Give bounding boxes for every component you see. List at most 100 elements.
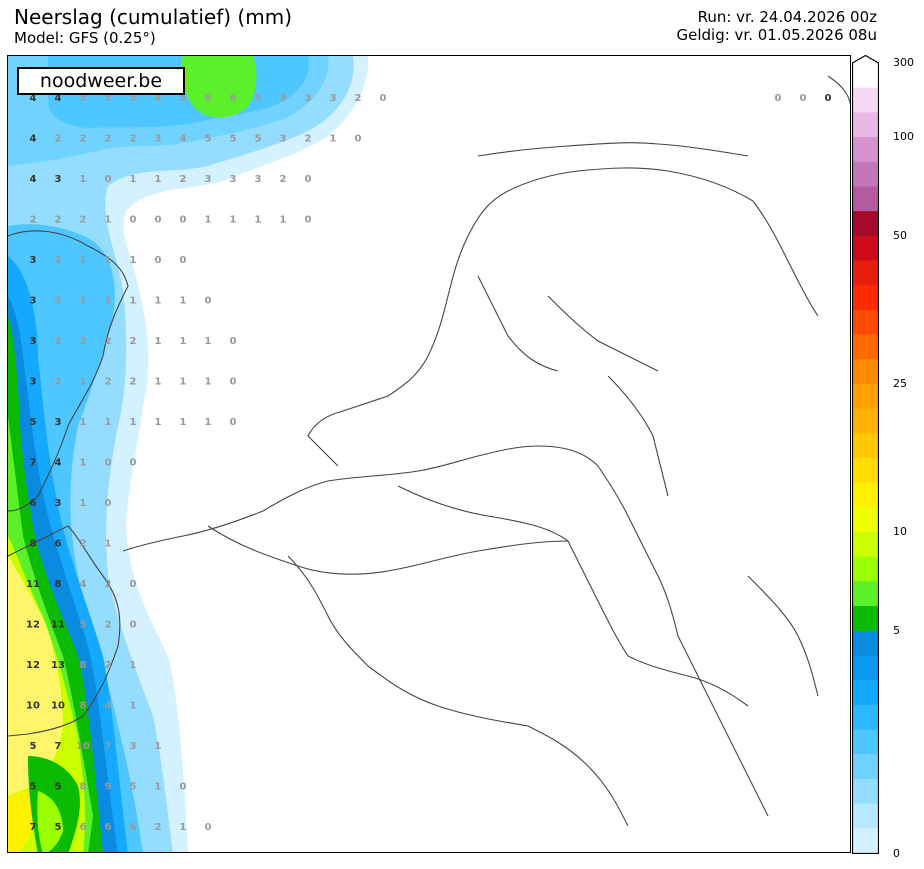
precip-value-label: 5	[205, 134, 212, 145]
colorbar-segment	[852, 581, 879, 607]
precip-value-label: 10	[26, 701, 40, 712]
precip-value-label: 3	[305, 93, 312, 104]
precip-value-label: 5	[80, 93, 87, 104]
precip-value-label: 11	[51, 620, 65, 631]
precipitation-field	[8, 56, 369, 852]
precip-value-label: 2	[130, 377, 137, 388]
precip-value-label: 0	[305, 215, 312, 226]
precip-value-label: 2	[105, 134, 112, 145]
precip-value-label: 7	[30, 458, 37, 469]
colorbar-segment	[852, 334, 879, 360]
precip-value-label: 6	[105, 822, 112, 833]
precip-value-label: 1	[180, 336, 187, 347]
precip-value-label: 1	[155, 174, 162, 185]
colorbar-segment	[852, 532, 879, 558]
precip-value-label: 1	[180, 417, 187, 428]
precip-value-label: 2	[305, 134, 312, 145]
precip-value-label: 1	[130, 296, 137, 307]
colorbar-segment	[852, 828, 879, 854]
colorbar-segment	[852, 556, 879, 582]
colorbar-label-0: 0	[893, 847, 900, 860]
colorbar-segment	[852, 803, 879, 829]
precip-value-label: 10	[51, 701, 65, 712]
precip-value-label: 0	[130, 620, 137, 631]
precip-value-label: 5	[30, 782, 37, 793]
valid-time: Geldig: vr. 01.05.2026 08u	[676, 26, 877, 44]
precip-value-label: 1	[205, 336, 212, 347]
precip-value-label: 6	[130, 822, 137, 833]
precip-value-label: 1	[180, 296, 187, 307]
precip-value-label: 2	[280, 174, 287, 185]
precip-value-label: 4	[155, 93, 162, 104]
colorbar-segment	[852, 507, 879, 533]
precip-value-label: 8	[80, 701, 87, 712]
precip-value-label: 2	[180, 174, 187, 185]
chart-title: Neerslag (cumulatief) (mm)	[14, 5, 292, 29]
precip-value-label: 1	[205, 377, 212, 388]
precip-value-label: 11	[26, 579, 40, 590]
precip-value-label: 4	[55, 93, 62, 104]
precip-value-label: 2	[55, 134, 62, 145]
precip-value-label: 3	[130, 741, 137, 752]
precip-value-label: 2	[130, 134, 137, 145]
precip-value-label: 1	[330, 134, 337, 145]
colorbar-label-100: 100	[893, 130, 914, 143]
precip-value-label: 1	[105, 417, 112, 428]
colorbar-segment	[852, 408, 879, 434]
precip-value-label: 12	[26, 620, 40, 631]
colorbar-segment	[852, 606, 879, 632]
precip-value-label: 0	[355, 134, 362, 145]
precip-value-label: 1	[130, 255, 137, 266]
precip-value-label: 1	[205, 417, 212, 428]
precip-value-label: 3	[30, 377, 37, 388]
precip-value-label: 3	[30, 336, 37, 347]
colorbar-segment	[852, 482, 879, 508]
precip-value-label: 7	[30, 822, 37, 833]
precip-value-label: 2	[155, 822, 162, 833]
colorbar-segment	[852, 458, 879, 484]
precip-value-label: 6	[30, 498, 37, 509]
precip-value-label: 2	[105, 620, 112, 631]
colorbar-segment	[852, 778, 879, 805]
precip-value-label: 1	[80, 498, 87, 509]
precip-value-label: 1	[280, 215, 287, 226]
precip-value-label: 1	[255, 215, 262, 226]
precip-value-label: 3	[280, 93, 287, 104]
precip-value-label: 1	[155, 782, 162, 793]
precip-value-label: 6	[55, 539, 62, 550]
colorbar-segment	[852, 680, 879, 706]
precip-value-label: 5	[55, 822, 62, 833]
colorbar-segment	[852, 260, 879, 286]
precip-value-label: 2	[55, 377, 62, 388]
precip-value-label: 3	[155, 134, 162, 145]
colorbar-segment	[852, 383, 879, 410]
colorbar-segment	[852, 630, 879, 656]
colorbar-segment	[852, 285, 879, 311]
precip-value-label: 2	[55, 215, 62, 226]
precip-value-label: 7	[55, 741, 62, 752]
precip-value-label: 6	[205, 93, 212, 104]
precip-value-label: 0	[180, 782, 187, 793]
precip-value-label: 13	[51, 660, 65, 671]
precip-value-label: 1	[80, 255, 87, 266]
precip-value-label: 1	[105, 255, 112, 266]
colorbar-segment	[852, 161, 879, 187]
precip-value-label: 2	[55, 255, 62, 266]
precip-value-label: 8	[80, 660, 87, 671]
precip-value-label: 1	[155, 741, 162, 752]
precip-value-label: 0	[105, 458, 112, 469]
precip-value-label: 3	[230, 174, 237, 185]
precip-value-label: 4	[30, 134, 37, 145]
colorbar-segment	[852, 63, 879, 89]
precip-value-label: 0	[205, 822, 212, 833]
precip-value-label: 0	[230, 417, 237, 428]
precip-value-label: 1	[105, 539, 112, 550]
colorbar-label-25: 25	[893, 377, 907, 390]
precip-value-label: 7	[105, 741, 112, 752]
precip-value-label: 1	[130, 701, 137, 712]
colorbar-segment	[852, 186, 879, 212]
precip-value-label: 1	[180, 822, 187, 833]
precip-value-label: 4	[105, 701, 112, 712]
precip-value-label: 1	[80, 417, 87, 428]
precip-value-label: 5	[255, 93, 262, 104]
